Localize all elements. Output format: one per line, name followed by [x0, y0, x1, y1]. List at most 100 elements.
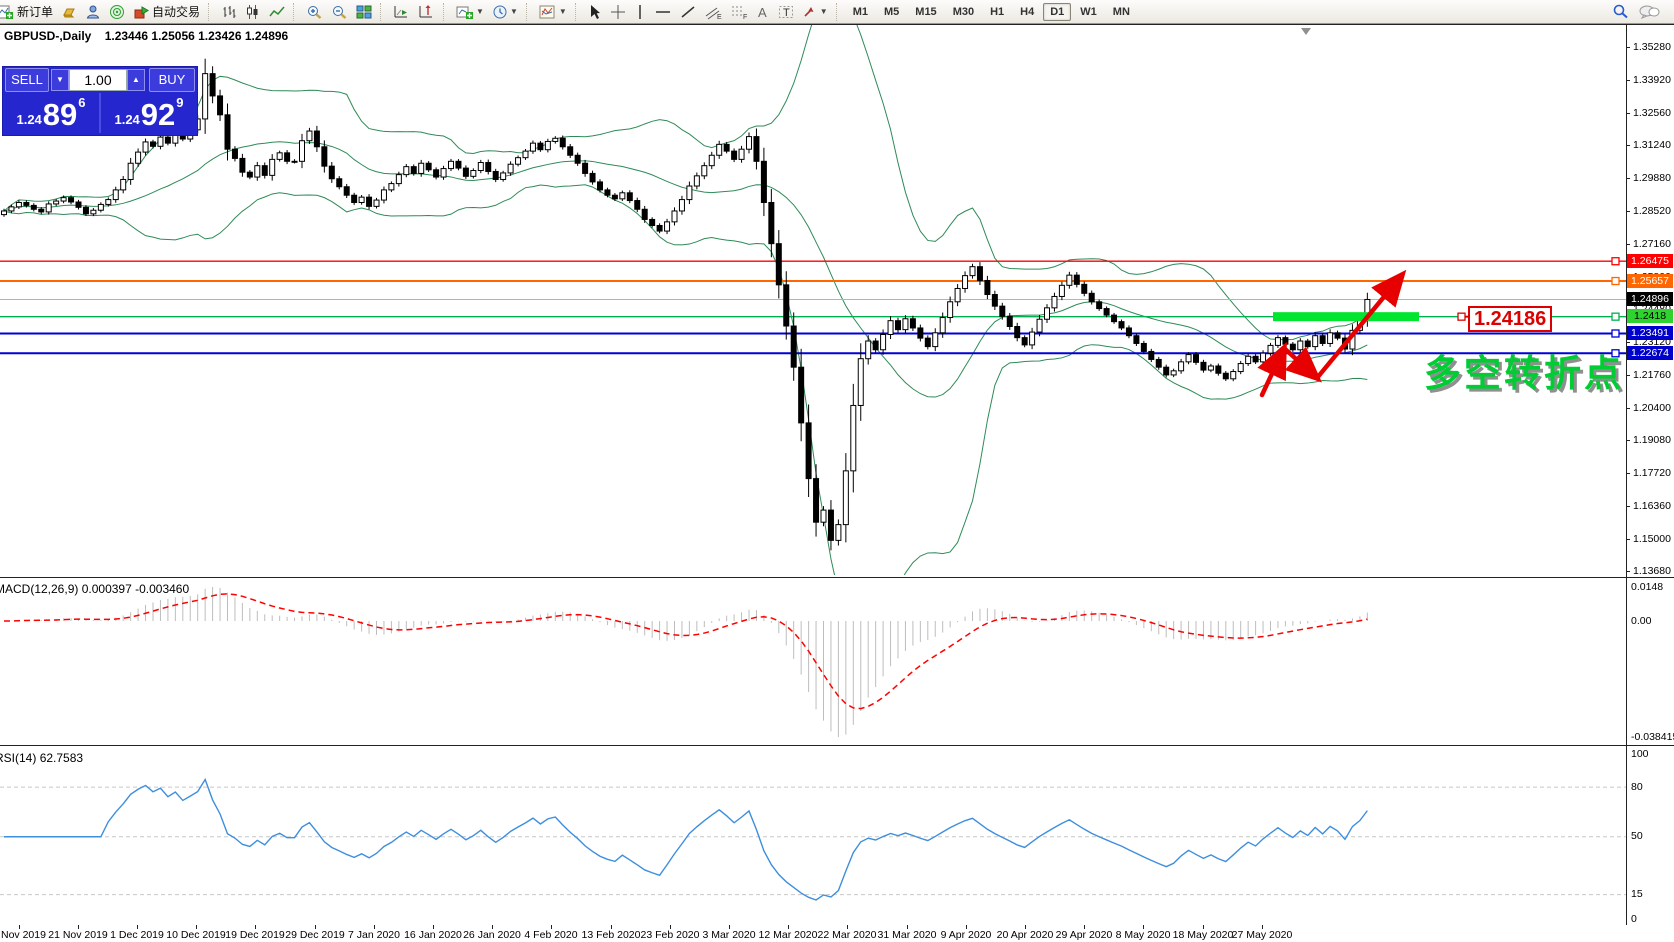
buy-quote[interactable]: 1.24 92 9 — [101, 93, 197, 133]
price-axis[interactable]: 1.35280 1.33920 1.32560 1.31240 1.29880 1.285… — [1626, 25, 1674, 577]
date-tick — [847, 925, 848, 929]
new-chart-button[interactable]: ▼ — [453, 2, 487, 22]
zoom-in-button[interactable] — [303, 2, 326, 22]
candle — [135, 151, 142, 164]
candle — [664, 221, 671, 232]
price-tick-label: 1.33920 — [1633, 74, 1671, 86]
candle — [775, 243, 782, 286]
chat-button[interactable] — [1635, 2, 1663, 22]
profiles-button[interactable]: ▼ — [489, 2, 521, 22]
timeframe-m5[interactable]: M5 — [884, 6, 900, 18]
volume-decrease-button[interactable]: ▼ — [51, 69, 69, 91]
bb-upper — [3, 25, 1368, 341]
candle — [202, 73, 209, 120]
price-tick — [1626, 440, 1630, 441]
date-label: 19 Dec 2019 — [225, 929, 285, 941]
price-chart-canvas[interactable] — [0, 25, 1626, 575]
rsi-axis[interactable]: 100 80 50 15 0 — [1627, 748, 1674, 925]
rsi-panel[interactable]: RSI(14) 62.7583 100 80 50 15 0 — [0, 748, 1674, 926]
timeframe-m1[interactable]: M1 — [852, 6, 868, 18]
trend-arrow-segment — [1257, 341, 1287, 398]
date-tick — [1262, 925, 1263, 929]
candle — [798, 366, 805, 424]
candle — [217, 95, 224, 116]
candle — [68, 197, 75, 203]
tile-windows-button[interactable] — [353, 2, 375, 22]
sell-button[interactable]: SELL — [5, 68, 49, 92]
line-handle[interactable] — [1611, 276, 1620, 286]
contacts-button[interactable] — [82, 2, 104, 22]
price-tick — [1626, 506, 1630, 507]
trendline-tool-button[interactable] — [677, 2, 699, 22]
macd-axis-label: 0.0148 — [1631, 581, 1664, 593]
macd-panel[interactable]: MACD(12,26,9) 0.000397 -0.003460 0.0148 0… — [0, 579, 1674, 746]
date-tick — [1203, 925, 1204, 929]
volume-increase-button[interactable]: ▲ — [127, 69, 145, 91]
vertical-line-tool-button[interactable] — [631, 2, 649, 22]
horizontal-line-tool-button[interactable] — [651, 2, 675, 22]
line-handle[interactable] — [1611, 257, 1620, 266]
price-tick — [1626, 571, 1630, 572]
autotrade-button[interactable]: 自动交易 — [130, 2, 203, 22]
timeframe-w1[interactable]: W1 — [1080, 6, 1097, 18]
channel-tool-button[interactable]: E — [701, 2, 725, 22]
chinese-annotation-text[interactable]: 多空转折点 — [1424, 353, 1624, 394]
timeframe-d1[interactable]: D1 — [1043, 3, 1072, 21]
text-tool-button[interactable]: A — [753, 2, 773, 22]
macd-canvas[interactable] — [0, 579, 1626, 745]
crosshair-tool-button[interactable] — [607, 2, 629, 22]
candle — [1125, 327, 1132, 337]
timeframe-h4[interactable]: H4 — [1020, 6, 1035, 18]
buy-button[interactable]: BUY — [149, 68, 195, 92]
search-button[interactable] — [1609, 2, 1633, 22]
shapes-tool-button[interactable]: ▼ — [799, 2, 831, 22]
candle — [857, 358, 864, 406]
candlestick-button[interactable] — [242, 2, 264, 22]
price-flag-label[interactable]: 1.24186 — [1468, 306, 1553, 332]
candle — [641, 208, 648, 220]
sell-quote[interactable]: 1.24 89 6 — [3, 93, 101, 133]
new-order-button[interactable]: 新订单 — [0, 2, 56, 22]
timeframe-m15[interactable]: M15 — [915, 6, 937, 18]
candle — [418, 162, 425, 174]
volume-input[interactable]: 1.00 — [69, 69, 127, 91]
signals-button[interactable] — [106, 2, 128, 22]
chart-shift-marker[interactable] — [1301, 28, 1311, 35]
label-tool-button[interactable]: T — [775, 2, 797, 22]
candle — [1044, 307, 1050, 320]
rsi-canvas[interactable] — [0, 748, 1626, 925]
chart-shift-button[interactable] — [415, 2, 438, 22]
zoom-out-button[interactable] — [328, 2, 351, 22]
price-chart-panel[interactable]: GBPUSD-,Daily 1.23446 1.25056 1.23426 1.… — [0, 24, 1674, 578]
indicators-button[interactable]: ▼ — [536, 2, 570, 22]
candle — [842, 470, 849, 526]
price-tick-label: 1.21760 — [1633, 369, 1671, 381]
line-chart-button[interactable] — [266, 2, 288, 22]
timeframe-m30[interactable]: M30 — [952, 6, 975, 18]
macd-axis[interactable]: 0.0148 0.00 -0.038415 — [1627, 579, 1674, 745]
candle — [313, 130, 320, 148]
buy-price-main: 92 — [140, 97, 176, 132]
line-handle[interactable] — [1611, 349, 1620, 358]
gold-button[interactable] — [58, 2, 80, 22]
autoscroll-button[interactable] — [390, 2, 413, 22]
bar-chart-button[interactable] — [218, 2, 240, 22]
flag-anchor-handle[interactable] — [1457, 312, 1466, 321]
green-support-zone[interactable] — [1273, 312, 1419, 322]
line-handle[interactable] — [1611, 312, 1620, 321]
timeframe-h1[interactable]: H1 — [990, 6, 1005, 18]
date-axis[interactable]: Nov 2019 21 Nov 2019 1 Dec 2019 10 Dec 2019… — [0, 925, 1674, 942]
autotrade-label: 自动交易 — [152, 5, 201, 19]
date-tick — [551, 925, 552, 929]
trend-arrow-annotation[interactable] — [1257, 269, 1407, 398]
candle — [470, 170, 477, 177]
cursor-tool-button[interactable] — [585, 2, 605, 22]
line-handle[interactable] — [1611, 329, 1620, 338]
rsi-axis-label: 100 — [1631, 748, 1649, 760]
horizontal-level-lines[interactable] — [0, 260, 1626, 355]
candle — [455, 160, 462, 169]
macd-signal-line — [3, 593, 1368, 710]
fibonacci-tool-button[interactable]: F — [727, 2, 751, 22]
current-price-label: 1.24896 — [1627, 292, 1673, 306]
timeframe-mn[interactable]: MN — [1112, 6, 1130, 18]
